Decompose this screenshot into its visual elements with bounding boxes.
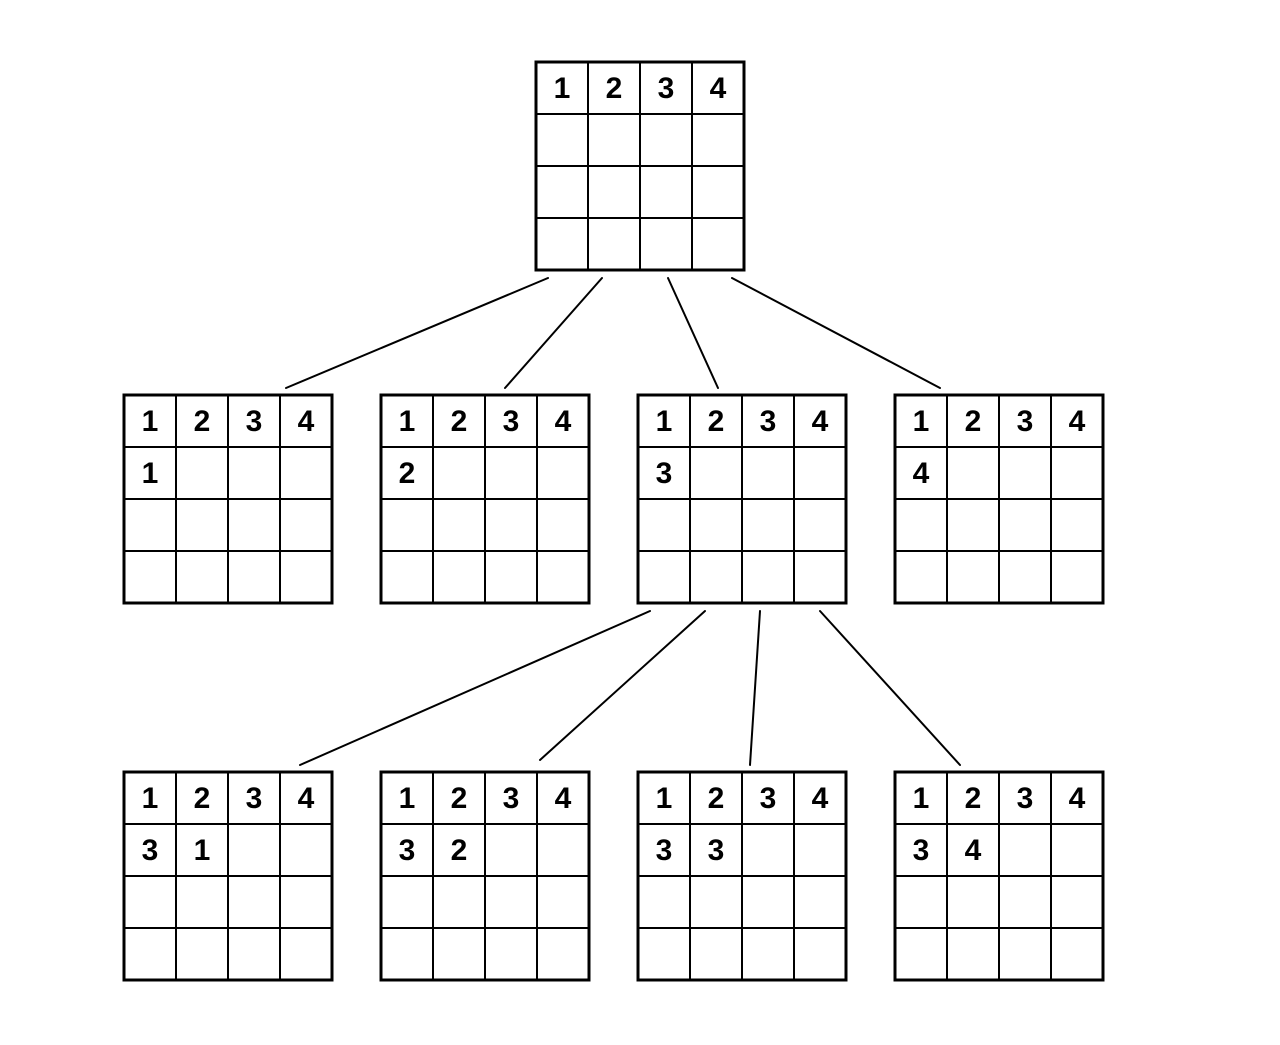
grid-node: 1 2 3 4 1 — [124, 395, 332, 603]
grid-cell-value: 3 — [708, 834, 725, 867]
grid-cell-value: 2 — [451, 405, 468, 438]
grid-cell-value: 1 — [194, 834, 211, 867]
grid-cell-value: 4 — [555, 782, 572, 815]
grid-cell-value: 3 — [503, 782, 520, 815]
grid-cell-value: 2 — [451, 782, 468, 815]
grid-cell-value: 3 — [656, 834, 673, 867]
grid-node: 1 2 3 4 3 — [638, 395, 846, 603]
grid-node: 1 2 3 4 3 3 — [638, 772, 846, 980]
grid-cell-value: 1 — [142, 405, 159, 438]
grid-cell-value: 1 — [399, 782, 416, 815]
grid-cell-value: 4 — [555, 405, 572, 438]
grid-cell-value: 4 — [913, 457, 930, 490]
grid-cell-value: 2 — [451, 834, 468, 867]
grid-cell-value: 3 — [1017, 405, 1034, 438]
grid-cell-value: 2 — [708, 782, 725, 815]
grid-node: 1 2 3 4 2 — [381, 395, 589, 603]
grid-node: 1 2 3 4 3 1 — [124, 772, 332, 980]
grid-cell-value: 4 — [298, 405, 315, 438]
grid-cell-value: 3 — [246, 782, 263, 815]
grid-cell-value: 4 — [1069, 782, 1086, 815]
grid-node: 1 2 3 4 3 2 — [381, 772, 589, 980]
grid-cell-value: 2 — [194, 782, 211, 815]
grid-cell-value: 1 — [554, 72, 571, 105]
grid-cell-value: 3 — [656, 457, 673, 490]
grid-cell-value: 2 — [708, 405, 725, 438]
grid-cell-value: 1 — [142, 457, 159, 490]
grid-cell-value: 3 — [246, 405, 263, 438]
grid-cell-value: 3 — [399, 834, 416, 867]
grid-cell-value: 4 — [812, 782, 829, 815]
grid-cell-value: 2 — [399, 457, 416, 490]
grid-cell-value: 4 — [710, 72, 727, 105]
grid-cell-value: 2 — [606, 72, 623, 105]
tree-diagram: 1 2 3 4 1 2 3 4 1 1 2 3 4 2 1 2 3 4 3 1 2 3 4 4 1 2 3 4 3 1 1 2 3 4 3 2 1 2 3 4… — [0, 0, 1280, 1045]
grid-cell-value: 4 — [965, 834, 982, 867]
grid-cell-value: 1 — [913, 405, 930, 438]
grid-cell-value: 4 — [298, 782, 315, 815]
grid-cell-value: 1 — [913, 782, 930, 815]
grid-cell-value: 3 — [1017, 782, 1034, 815]
grid-cell-value: 1 — [399, 405, 416, 438]
grid-cell-value: 1 — [656, 782, 673, 815]
grid-cell-value: 2 — [194, 405, 211, 438]
grid-cell-value: 3 — [503, 405, 520, 438]
grid-cell-value: 2 — [965, 782, 982, 815]
grid-cell-value: 1 — [656, 405, 673, 438]
grid-cell-value: 4 — [812, 405, 829, 438]
grid-cell-value: 3 — [760, 405, 777, 438]
grid-cell-value: 3 — [913, 834, 930, 867]
grid-cell-value: 3 — [142, 834, 159, 867]
grid-node: 1 2 3 4 3 4 — [895, 772, 1103, 980]
grid-cell-value: 2 — [965, 405, 982, 438]
grid-cell-value: 3 — [760, 782, 777, 815]
grid-node: 1 2 3 4 4 — [895, 395, 1103, 603]
grid-cell-value: 4 — [1069, 405, 1086, 438]
grid-cell-value: 3 — [658, 72, 675, 105]
grid-cell-value: 1 — [142, 782, 159, 815]
grid-node: 1 2 3 4 — [536, 62, 744, 270]
